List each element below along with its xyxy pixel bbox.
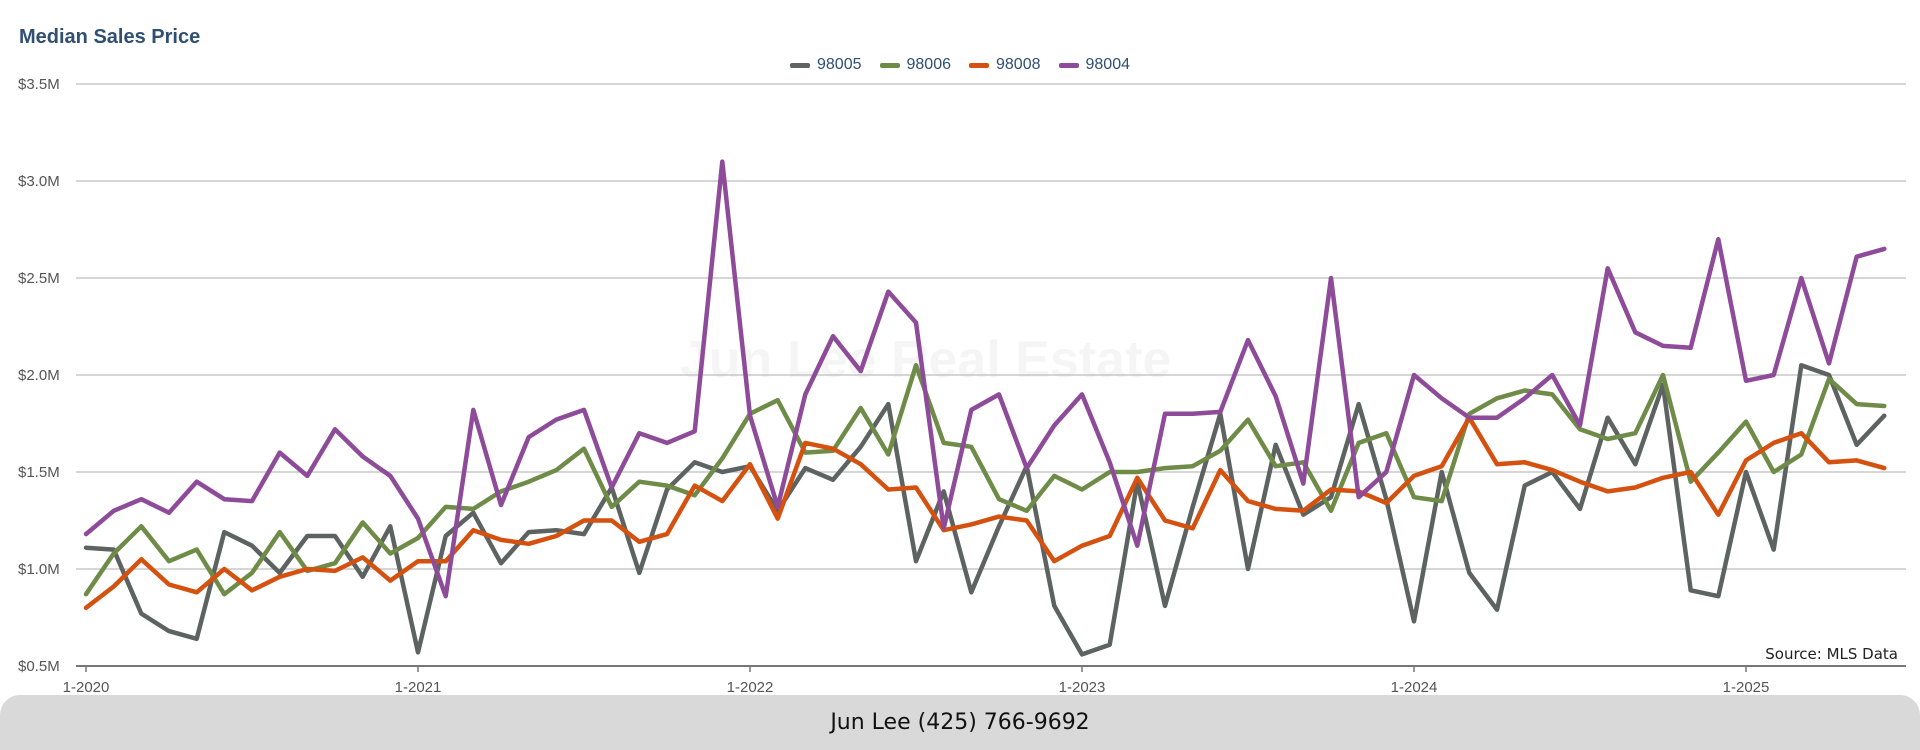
legend-swatch bbox=[969, 62, 989, 68]
legend-label: 98004 bbox=[1085, 56, 1131, 73]
x-tick-label: 1-2025 bbox=[1723, 679, 1770, 696]
y-tick-label: $2.0M bbox=[18, 367, 60, 384]
legend-label: 98006 bbox=[906, 56, 952, 73]
x-tick-label: 1-2021 bbox=[395, 679, 442, 696]
y-tick-label: $1.0M bbox=[18, 561, 60, 578]
legend: 98005 98006 98008 98004 bbox=[0, 56, 1920, 74]
x-tick-label: 1-2022 bbox=[727, 679, 774, 696]
legend-label: 98005 bbox=[817, 56, 862, 73]
y-tick-label: $1.5M bbox=[18, 464, 60, 481]
x-tick-label: 1-2024 bbox=[1391, 679, 1438, 696]
legend-swatch bbox=[790, 62, 810, 68]
series-line-98008 bbox=[83, 415, 1887, 611]
y-tick-label: $3.0M bbox=[18, 173, 60, 190]
legend-swatch bbox=[1058, 62, 1079, 68]
series-line-98005 bbox=[83, 363, 1887, 657]
x-tick-label: 1-2023 bbox=[1059, 679, 1106, 696]
y-tick-label: $2.5M bbox=[18, 270, 60, 287]
y-tick-label: $3.5M bbox=[18, 76, 60, 93]
series-line-98004 bbox=[83, 159, 1887, 599]
x-tick-label: 1-2020 bbox=[63, 679, 110, 696]
footer-contact: Jun Lee (425) 766-9692 bbox=[830, 710, 1090, 735]
source-note: Source: MLS Data bbox=[1765, 645, 1898, 663]
footer-bar: Jun Lee (425) 766-9692 bbox=[0, 695, 1920, 750]
legend-item-98006[interactable]: 98006 bbox=[879, 56, 952, 74]
legend-item-98005[interactable]: 98005 bbox=[790, 56, 862, 74]
legend-label: 98008 bbox=[996, 56, 1041, 73]
legend-item-98004[interactable]: 98004 bbox=[1058, 56, 1131, 74]
chart-title: Median Sales Price bbox=[19, 26, 201, 48]
legend-item-98008[interactable]: 98008 bbox=[969, 56, 1041, 74]
series-line-98006 bbox=[83, 363, 1887, 597]
y-tick-label: $0.5M bbox=[18, 658, 60, 675]
legend-swatch bbox=[879, 62, 900, 68]
